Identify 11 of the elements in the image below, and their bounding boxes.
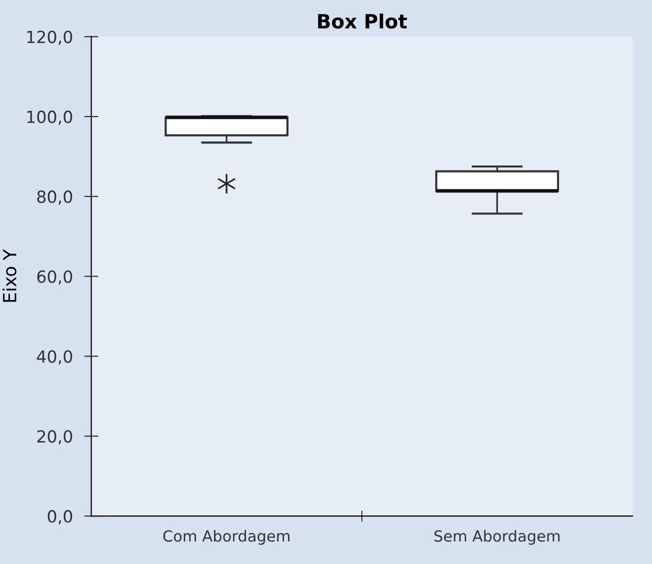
y-tick-label: 60,0 [37, 270, 72, 285]
y-tick-label: 0,0 [48, 510, 72, 524]
chart-title: Box Plot [318, 14, 407, 29]
y-tick-label: 20,0 [37, 430, 72, 444]
x-tick-label: Com Abordagem [163, 530, 290, 545]
y-tick-label: 120,0 [27, 30, 72, 45]
y-tick-label: 100,0 [27, 110, 72, 125]
y-axis-title: Eixo Y [2, 249, 16, 302]
x-tick-label: Sem Abordagem [434, 530, 560, 545]
y-tick-label: 40,0 [36, 350, 72, 365]
y-tick-label: 80,0 [37, 190, 72, 205]
